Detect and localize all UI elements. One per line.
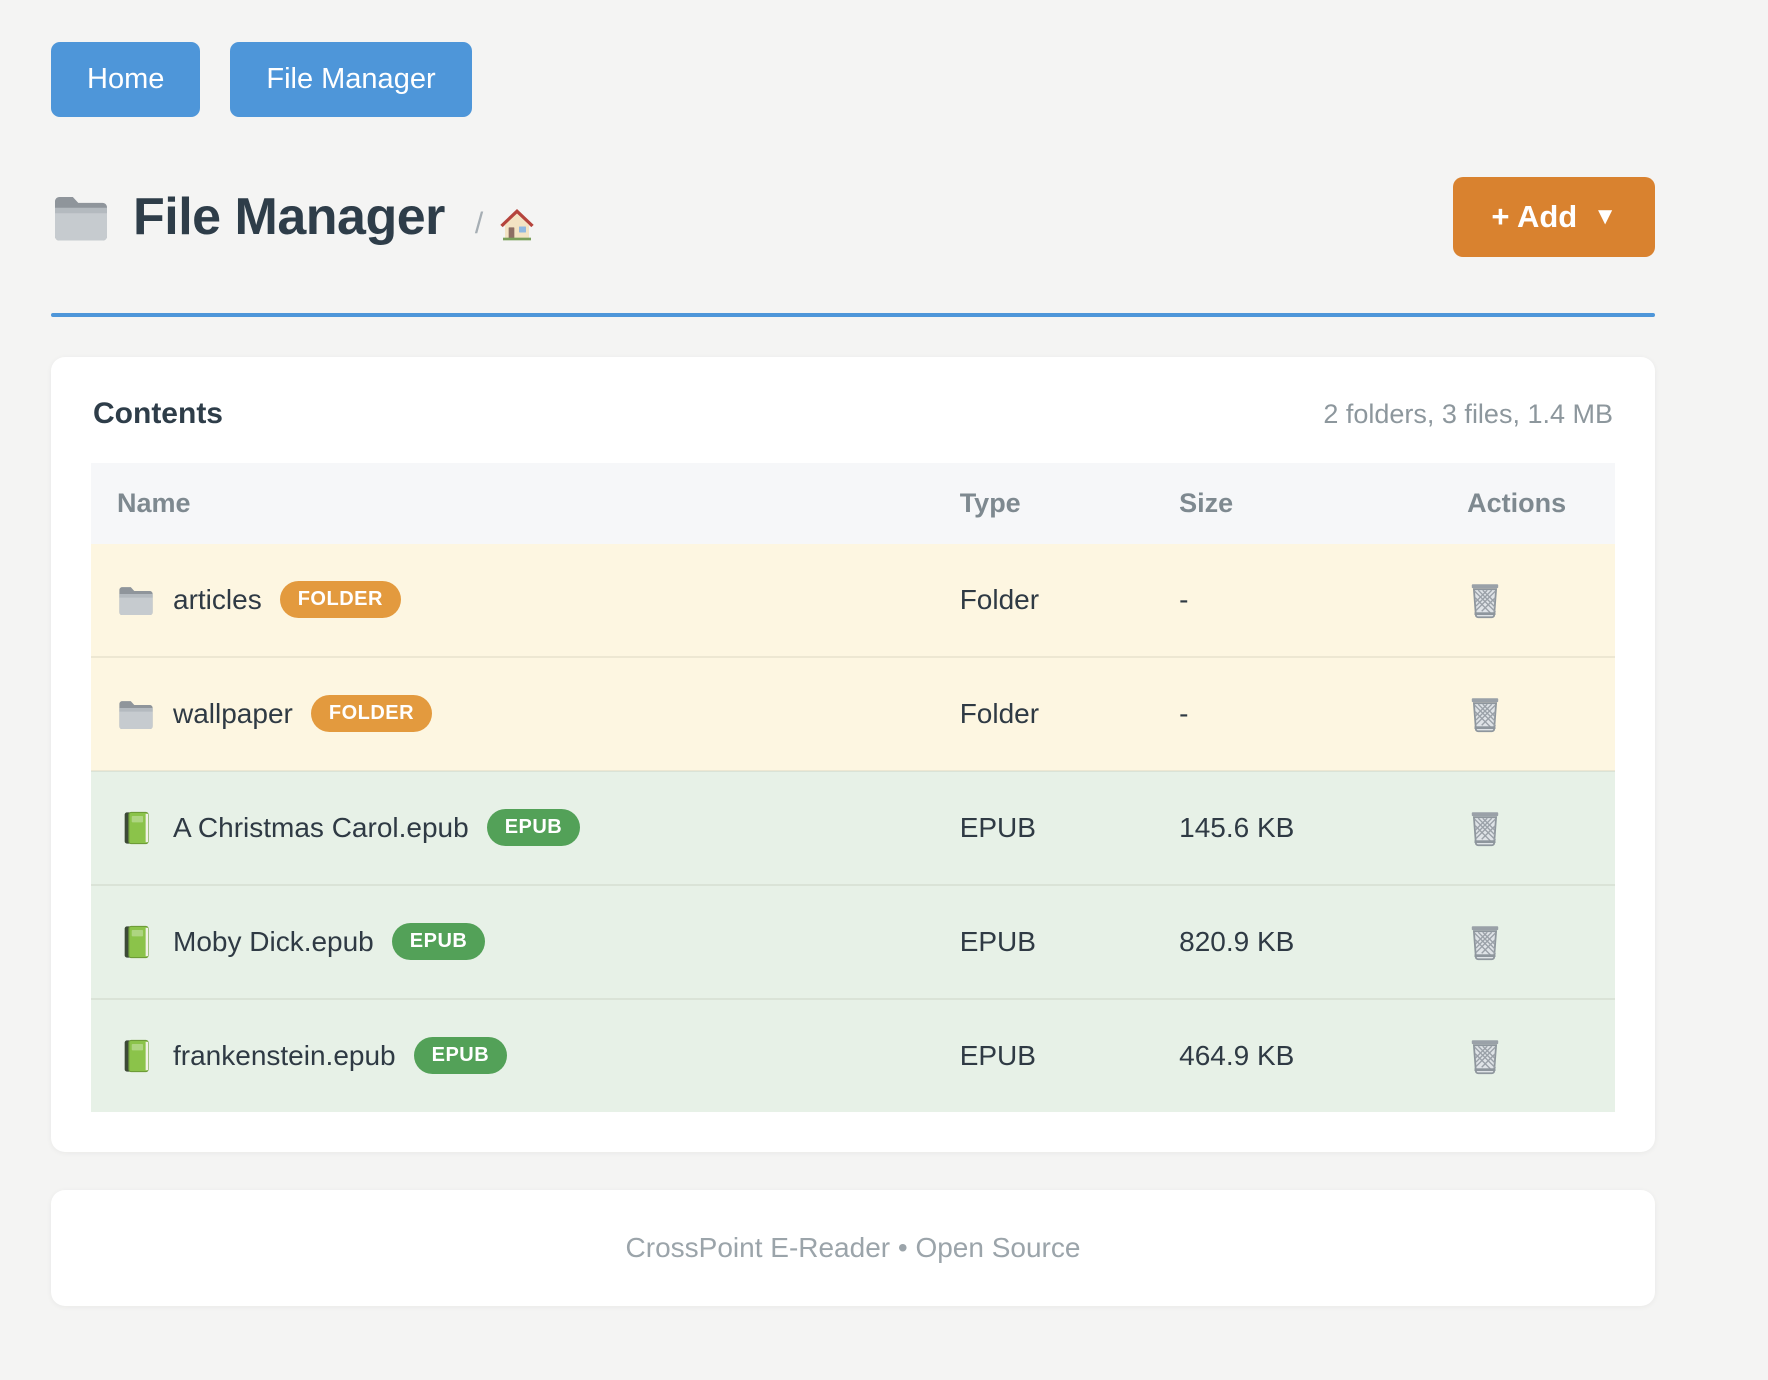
entry-name[interactable]: articles xyxy=(173,583,262,615)
entry-type: Folder xyxy=(959,583,1040,615)
table-row[interactable]: Moby Dick.epub EPUB EPUB 820.9 KB xyxy=(91,884,1615,999)
add-button-label: + Add xyxy=(1491,198,1578,234)
delete-button[interactable] xyxy=(1467,808,1503,848)
table-row[interactable]: articles FOLDER Folder - xyxy=(91,543,1615,657)
entry-size: 145.6 KB xyxy=(1179,811,1295,843)
delete-button[interactable] xyxy=(1467,1036,1503,1076)
nav-home-button[interactable]: Home xyxy=(51,42,201,117)
entry-size: 464.9 KB xyxy=(1179,1039,1295,1071)
footer-text: CrossPoint E-Reader • Open Source xyxy=(625,1231,1081,1263)
entry-type: EPUB xyxy=(959,1039,1036,1071)
entry-name[interactable]: wallpaper xyxy=(173,697,293,729)
table-row[interactable]: A Christmas Carol.epub EPUB EPUB 145.6 K… xyxy=(91,770,1615,885)
file-table: Name Type Size Actions articles FOLDER F… xyxy=(91,462,1615,1112)
trash-icon xyxy=(1467,580,1503,620)
entry-name[interactable]: Moby Dick.epub xyxy=(173,925,374,957)
breadcrumb: / xyxy=(475,204,537,244)
trash-icon xyxy=(1467,922,1503,962)
entry-type-badge: EPUB xyxy=(413,1037,508,1075)
table-header-row: Name Type Size Actions xyxy=(91,462,1615,544)
entry-name[interactable]: frankenstein.epub xyxy=(173,1039,396,1071)
column-header-actions: Actions xyxy=(1467,487,1567,518)
contents-summary: 2 folders, 3 files, 1.4 MB xyxy=(1323,398,1613,429)
folder-icon xyxy=(117,697,155,731)
entry-size: - xyxy=(1179,697,1189,729)
top-nav: Home File Manager xyxy=(51,42,1655,117)
folder-icon xyxy=(51,191,111,243)
entry-type: EPUB xyxy=(959,811,1036,843)
entry-size: 820.9 KB xyxy=(1179,925,1295,957)
entry-type-badge: FOLDER xyxy=(310,695,433,733)
entry-type-badge: FOLDER xyxy=(279,581,401,619)
page-title: File Manager xyxy=(133,187,445,246)
column-header-name: Name xyxy=(117,487,191,518)
footer-card: CrossPoint E-Reader • Open Source xyxy=(51,1189,1655,1306)
page-header: File Manager / + Add ▼ xyxy=(51,176,1655,257)
header-divider xyxy=(51,312,1655,317)
table-row[interactable]: frankenstein.epub EPUB EPUB 464.9 KB xyxy=(91,998,1615,1112)
entry-size: - xyxy=(1179,583,1189,615)
column-header-type: Type xyxy=(959,487,1021,518)
delete-button[interactable] xyxy=(1467,580,1503,620)
book-icon xyxy=(117,1039,155,1073)
breadcrumb-separator: / xyxy=(474,206,484,240)
add-button[interactable]: + Add ▼ xyxy=(1453,176,1655,257)
delete-button[interactable] xyxy=(1467,922,1503,962)
folder-icon xyxy=(117,583,155,617)
page: Home File Manager File Manager / + Add ▼… xyxy=(51,0,1655,1306)
house-icon[interactable] xyxy=(497,204,537,244)
contents-title: Contents xyxy=(93,396,223,430)
entry-type: Folder xyxy=(959,697,1040,729)
column-header-size: Size xyxy=(1179,487,1234,518)
book-icon xyxy=(117,811,155,845)
entry-name[interactable]: A Christmas Carol.epub xyxy=(173,811,469,843)
table-row[interactable]: wallpaper FOLDER Folder - xyxy=(91,656,1615,771)
caret-down-icon: ▼ xyxy=(1593,202,1617,230)
contents-card: Contents 2 folders, 3 files, 1.4 MB Name… xyxy=(51,356,1655,1152)
entry-type-badge: EPUB xyxy=(486,809,581,847)
trash-icon xyxy=(1467,808,1503,848)
delete-button[interactable] xyxy=(1467,694,1503,734)
nav-file-manager-button[interactable]: File Manager xyxy=(230,42,472,117)
trash-icon xyxy=(1467,1036,1503,1076)
entry-type: EPUB xyxy=(959,925,1036,957)
trash-icon xyxy=(1467,694,1503,734)
entry-type-badge: EPUB xyxy=(391,923,486,961)
book-icon xyxy=(117,925,155,959)
